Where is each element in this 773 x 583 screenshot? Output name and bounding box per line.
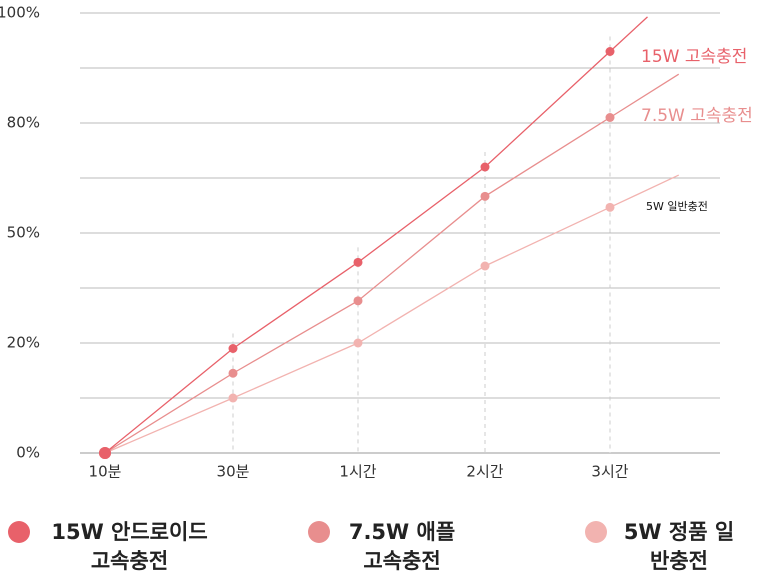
- data-point: [99, 447, 111, 459]
- y-tick-label: 100%: [0, 4, 40, 22]
- data-point: [353, 296, 363, 306]
- x-tick-label: 3시간: [591, 463, 628, 481]
- series-label: 5W 일반충전: [646, 199, 708, 213]
- series-label: 15W 고속충전: [641, 47, 747, 67]
- data-point: [353, 257, 363, 267]
- data-point: [605, 47, 615, 56]
- legend-swatch: [585, 521, 607, 543]
- y-tick-label: 50%: [7, 224, 40, 242]
- data-point: [228, 368, 238, 378]
- y-tick-label: 20%: [7, 334, 40, 352]
- x-tick-label: 1시간: [339, 463, 376, 481]
- data-point: [480, 261, 490, 271]
- line-extension: [609, 174, 680, 208]
- legend-item: 5W 정품 일반충전: [585, 518, 739, 576]
- legend-swatch: [8, 521, 30, 543]
- x-tick-label: 30분: [217, 463, 250, 481]
- data-point: [228, 393, 238, 403]
- data-point: [480, 191, 490, 201]
- legend-item: 15W 안드로이드 고속충전: [8, 518, 217, 576]
- legend-label: 15W 안드로이드 고속충전: [51, 520, 208, 573]
- legend-swatch: [308, 521, 330, 543]
- data-point: [605, 113, 615, 122]
- x-tick-label: 10분: [89, 463, 122, 481]
- line-extension: [609, 73, 680, 119]
- line-extension: [609, 16, 648, 52]
- y-tick-label: 80%: [7, 114, 40, 132]
- series-label: 7.5W 고속충전: [641, 106, 753, 126]
- data-point: [605, 202, 615, 212]
- x-tick-label: 2시간: [466, 463, 503, 481]
- legend-label: 5W 정품 일반충전: [623, 520, 735, 573]
- data-point: [353, 338, 363, 348]
- legend-label: 7.5W 애플 고속충전: [348, 520, 456, 573]
- data-point: [228, 344, 238, 353]
- data-point: [480, 162, 490, 172]
- legend-item: 7.5W 애플 고속충전: [308, 518, 462, 576]
- y-tick-label: 0%: [16, 444, 40, 462]
- chart: 0% 20% 50% 80% 100% 10분 30분 1시간 2시간 3시간 5W 일반충전 7.5…: [0, 4, 753, 481]
